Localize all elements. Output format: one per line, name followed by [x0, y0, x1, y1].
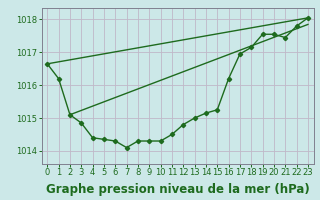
X-axis label: Graphe pression niveau de la mer (hPa): Graphe pression niveau de la mer (hPa) [46, 183, 309, 196]
